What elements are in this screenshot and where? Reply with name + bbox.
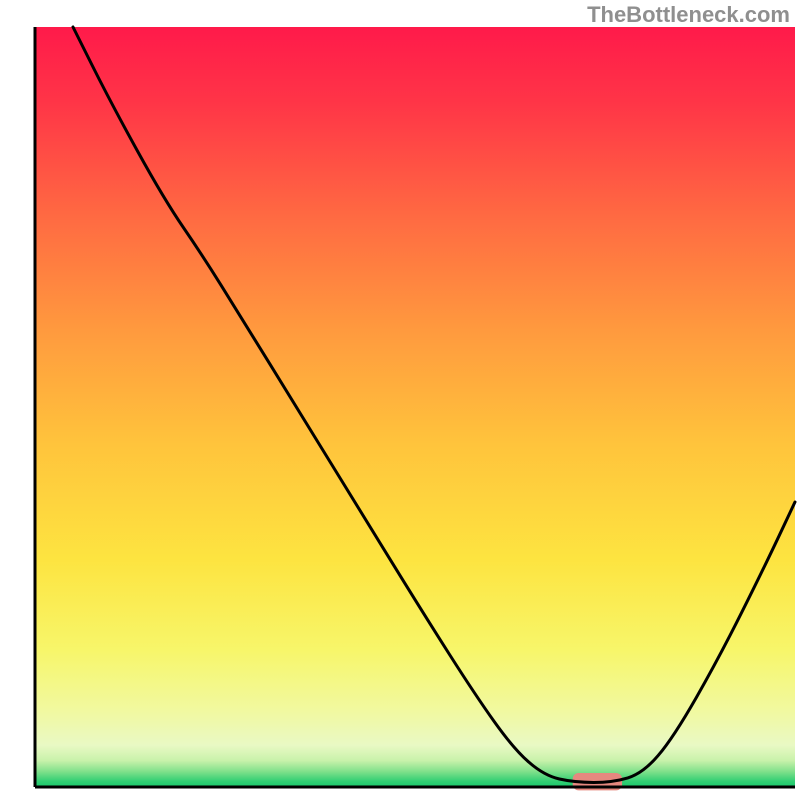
plot-background — [35, 27, 795, 787]
bottleneck-chart — [0, 0, 800, 800]
watermark-text: TheBottleneck.com — [587, 2, 790, 28]
chart-container: TheBottleneck.com — [0, 0, 800, 800]
